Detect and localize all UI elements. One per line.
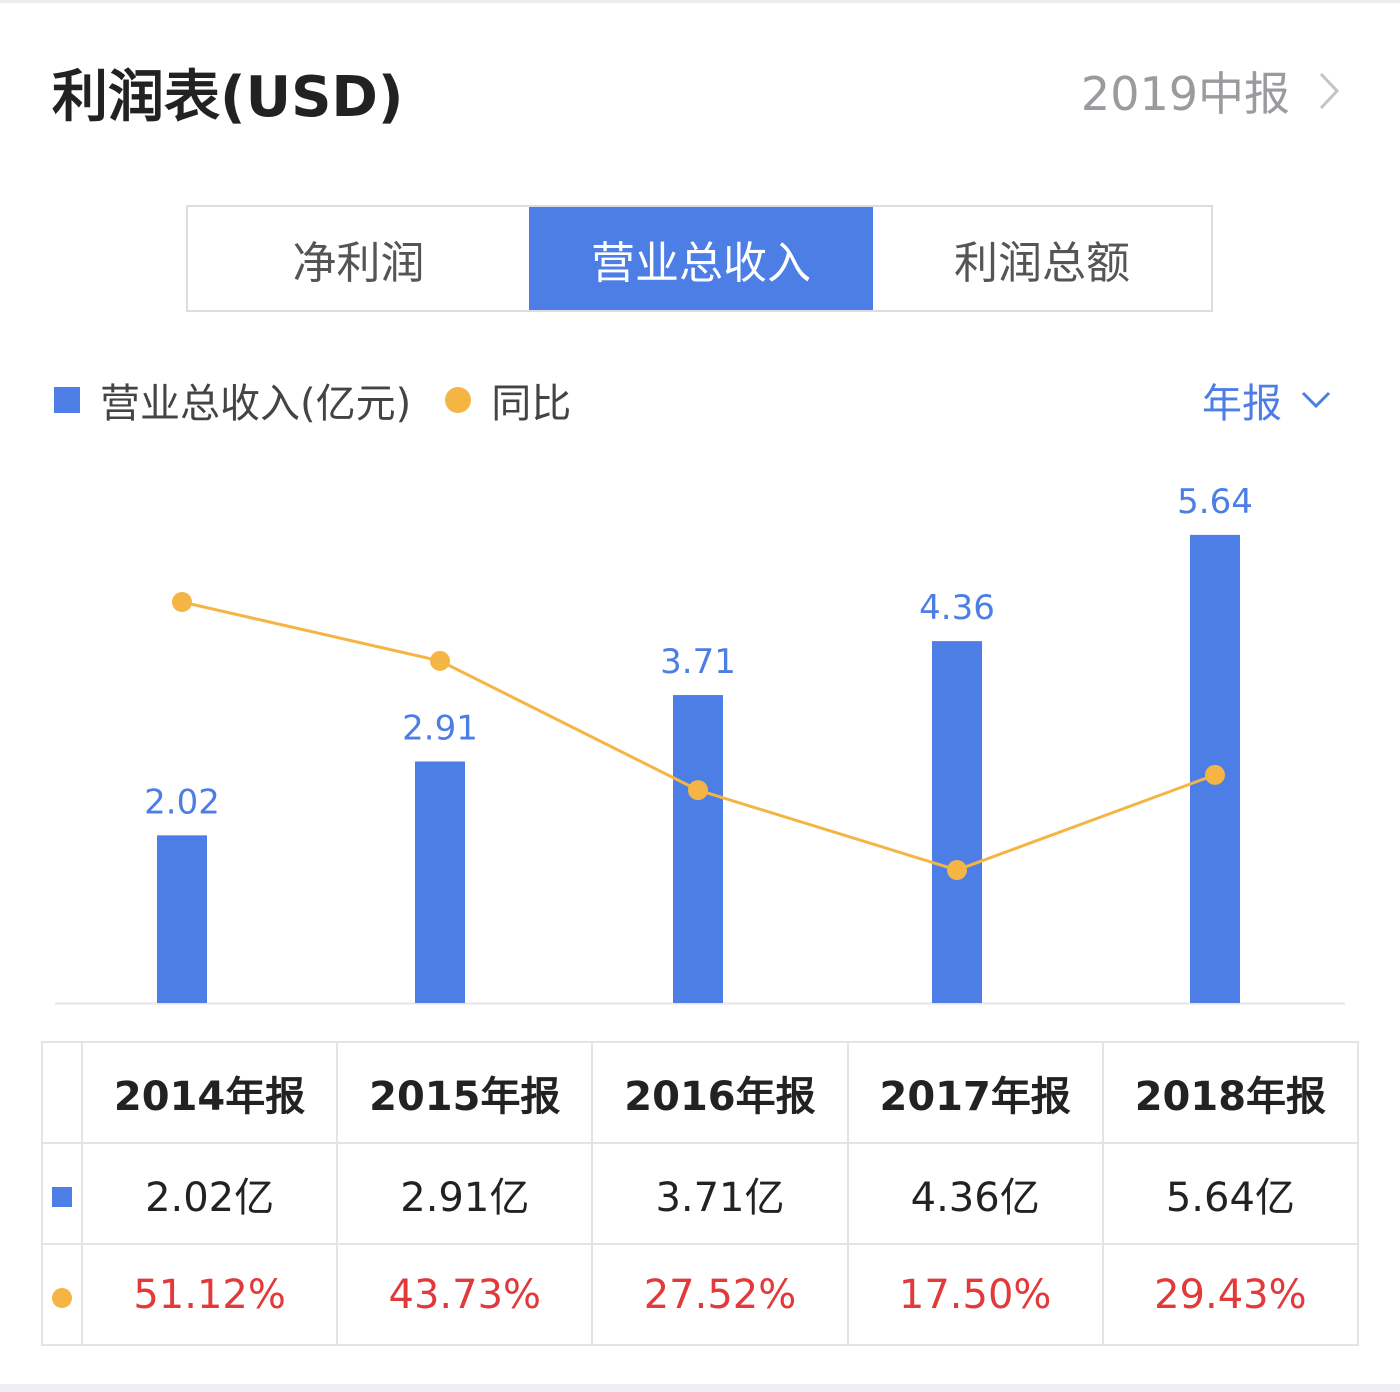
yoy-cell: 43.73% [336,1243,594,1346]
yoy-point [1205,764,1225,785]
revenue-cell: 5.64亿 [1101,1142,1360,1245]
line-legend-label: 同比 [491,381,572,427]
revenue-chart: 2.02 2.91 3.71 4.36 5.64 [55,482,1345,1005]
bar-legend-label: 营业总收入(亿元) [100,381,412,427]
revenue-cell: 2.02亿 [80,1142,339,1245]
chevron-down-icon [1301,391,1331,409]
revenue-bar [157,835,207,1003]
revenue-bar [673,695,723,1003]
bar-value-label: 2.02 [144,782,220,822]
tab-total-revenue[interactable]: 营业总收入 [529,207,873,310]
revenue-cell: 4.36亿 [846,1142,1104,1245]
table-row-revenue: 2.02亿 2.91亿 3.71亿 4.36亿 5.64亿 [41,1142,1360,1245]
table-header-row: 2014年报 2015年报 2016年报 2017年报 2018年报 [41,1041,1360,1144]
bottom-divider [0,1384,1400,1392]
revenue-bar [932,641,982,1003]
tab-net-profit[interactable]: 净利润 [292,237,425,289]
revenue-bar [415,761,465,1003]
line-legend-icon [445,387,472,413]
period-dropdown[interactable]: 年报 [1202,372,1332,428]
yoy-cell: 17.50% [846,1243,1104,1346]
report-period-label: 2019中报 [1080,67,1290,121]
table-header-cell: 2018年报 [1101,1041,1360,1144]
table-header-cell: 2016年报 [591,1041,849,1144]
chevron-right-icon [1319,72,1340,110]
bar-value-label: 4.36 [919,588,995,628]
bar-legend-icon [54,387,80,413]
tab-total-profit[interactable]: 利润总额 [954,237,1130,289]
bar-series-icon [52,1186,72,1207]
bar-value-label: 2.91 [402,708,478,748]
period-dropdown-value: 年报 [1202,381,1282,427]
yoy-row-marker [41,1243,83,1346]
bar-value-label: 3.71 [660,642,736,682]
revenue-table: 2014年报 2015年报 2016年报 2017年报 2018年报 2.02亿… [41,1041,1360,1346]
table-header-cell: 2014年报 [80,1041,339,1144]
bar-value-label: 5.64 [1177,482,1253,522]
yoy-point [688,780,708,801]
chart-legend: 营业总收入(亿元) 同比 [54,372,571,428]
revenue-cell: 2.91亿 [336,1142,594,1245]
yoy-cell: 51.12% [80,1243,339,1346]
revenue-row-marker [41,1142,83,1245]
revenue-cell: 3.71亿 [591,1142,849,1245]
yoy-cell: 29.43% [1101,1243,1360,1346]
table-corner-cell [41,1041,83,1144]
table-row-yoy: 51.12% 43.73% 27.52% 17.50% 29.43% [41,1243,1360,1346]
line-series-icon [52,1287,72,1308]
yoy-point [430,650,450,671]
top-divider [0,0,1400,3]
yoy-point [172,592,192,612]
yoy-point [947,860,967,880]
report-period-link[interactable]: 2019中报 [1081,58,1340,124]
page-title: 利润表(USD) [52,65,404,130]
table-header-cell: 2017年报 [846,1041,1104,1144]
metric-tabs: 净利润 营业总收入 利润总额 [186,205,1213,312]
table-header-cell: 2015年报 [336,1041,594,1144]
yoy-cell: 27.52% [591,1243,849,1346]
